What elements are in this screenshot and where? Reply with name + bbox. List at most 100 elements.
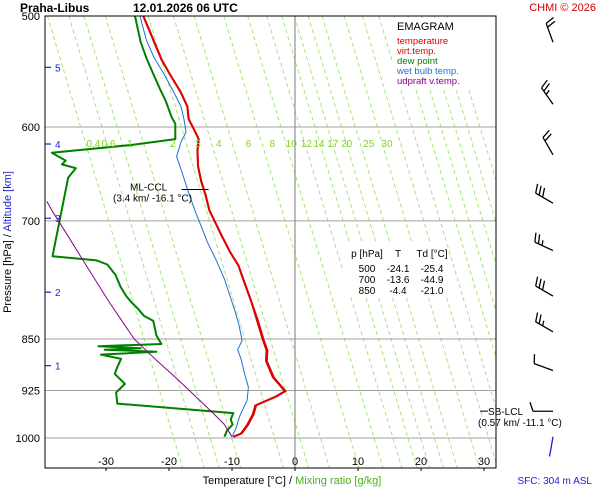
pressure-tick-label: 600 [22, 122, 40, 134]
wind-barb-feather [537, 234, 541, 244]
pressure-tick-label: 850 [22, 334, 40, 346]
legend-item: virt.temp. [397, 46, 436, 57]
wind-barb-half-feather [541, 320, 545, 326]
levels-table-cell: -25.4 [421, 264, 444, 275]
pressure-tick-label: 925 [22, 386, 40, 398]
wind-barb-feather [544, 133, 552, 142]
wind-barb-feather [542, 129, 550, 138]
wind-barb [535, 312, 554, 333]
wind-barb [529, 402, 553, 412]
plot-area [44, 15, 497, 469]
series-line-wet-bulb-temp- [139, 16, 249, 438]
levels-table-background [343, 244, 447, 296]
mixing-ratio-line [247, 16, 384, 468]
wind-barb [534, 232, 554, 252]
mixing-ratio-line [433, 16, 496, 224]
mixing-ratio-label: 10 [286, 139, 298, 150]
mixing-ratio-line [293, 16, 431, 468]
wind-barb-half-feather [541, 240, 544, 246]
wind-barb-half-feather [545, 89, 550, 95]
sb-lcl-detail: (0.57 km/ -11.1 °C) [478, 418, 562, 429]
station-title: Praha-Libus [20, 1, 90, 15]
pressure-tick-label: 500 [22, 11, 40, 23]
wind-barb [535, 183, 554, 204]
wind-barb-feather [535, 276, 539, 287]
wind-barb [535, 276, 554, 297]
mixing-ratio-line [172, 16, 310, 468]
levels-table-cell: -13.6 [387, 275, 410, 286]
sb-lcl-label: SB-LCL [488, 407, 523, 418]
mixing-ratio-labels: 0.4 0.6 1 2 3 4 6 8 10 12 14 17 20 25 30 [86, 139, 393, 150]
mixing-ratio-label: 25 [363, 139, 375, 150]
wind-barb-feather [541, 187, 546, 198]
wind-barb-staff [540, 87, 554, 105]
levels-table-cell: 500 [359, 264, 376, 275]
wind-barb [542, 129, 554, 156]
x-axis-label-secondary: Mixing ratio [g/kg] [295, 475, 381, 487]
legend-background [392, 18, 488, 90]
mixing-ratio-line [307, 16, 444, 468]
wind-barb-staff [534, 241, 554, 252]
mixing-ratio-line [393, 16, 496, 359]
y-axis-label-secondary: Altitude [km] [2, 171, 14, 232]
wind-barbs [529, 17, 556, 457]
legend-item: udpraft v.temp. [397, 76, 460, 87]
levels-table-cell: 700 [359, 275, 376, 286]
mixing-ratio-line [266, 16, 403, 468]
levels-table-header: Td [°C] [416, 249, 447, 260]
levels-table-cell: -21.0 [421, 286, 444, 297]
altitude-tick-label: 3 [55, 214, 61, 225]
mixing-ratio-line [193, 16, 330, 468]
mixing-ratio-label: 1 [127, 139, 133, 150]
mixing-ratio-line [83, 16, 220, 468]
wind-barb-feather [543, 83, 550, 92]
mixing-ratio-label: 6 [246, 139, 252, 150]
legend-item: dew point [397, 56, 438, 67]
wind-barb [533, 354, 554, 372]
wind-barb-staff [542, 137, 554, 156]
legend-item: temperature [397, 36, 448, 47]
mixing-ratio-label: 8 [270, 139, 276, 150]
wind-barb-feather [541, 280, 546, 291]
wind-barb-feather [538, 185, 542, 196]
mixing-ratio-line [68, 16, 205, 468]
temperature-tick-label: 10 [352, 456, 364, 468]
levels-table-cell: -4.4 [389, 286, 407, 297]
x-axis-label-group: Temperature [°C] / Mixing ratio [g/kg] [203, 475, 382, 487]
mixing-ratio-label: 30 [381, 139, 393, 150]
levels-table-cells: p [hPa] T Td [°C] 500 -24.1 -25.4 700 -13.6 -44.… [351, 249, 448, 297]
wind-barb [545, 17, 556, 43]
temperature-tick-label: -20 [161, 456, 177, 468]
mixing-ratio-line [281, 16, 418, 468]
svg-text:Temperature [°C] / Mixing ra: Temperature [°C] / Mixing ratio [g/kg] [203, 475, 382, 487]
x-axis-label: Temperature [°C] [203, 475, 286, 487]
legend-item: wet bulb temp. [396, 66, 459, 77]
altitude-tick-label: 2 [55, 288, 61, 299]
altitude-tick-label: 4 [55, 140, 61, 151]
wind-barb-feather [541, 79, 548, 89]
wind-barb-staff [548, 436, 554, 457]
mixing-ratio-line [321, 16, 458, 468]
temperature-tick-label: 0 [292, 456, 298, 468]
mixing-ratio-line [421, 16, 496, 267]
altitude-ticks: 5 4 3 2 1 [45, 63, 61, 373]
y-axis-label-group: Pressure [hPa] / Altitude [km] [2, 171, 14, 313]
levels-table-header: p [hPa] [351, 249, 383, 260]
mixing-ratio-line [104, 16, 242, 468]
pressure-tick-label: 700 [22, 216, 40, 228]
mixing-ratio-line [46, 16, 184, 468]
altitude-tick-label: 5 [55, 63, 61, 74]
mixing-ratio-line [147, 16, 284, 468]
pressure-tick-labels: 500 600 700 850 925 1000 [16, 11, 40, 445]
svg-text:Pressure [hPa] / Altitude [k: Pressure [hPa] / Altitude [km] [2, 171, 14, 313]
series-line-dew-point [50, 16, 235, 438]
mixing-ratio-label: 14 [313, 139, 325, 150]
mixing-ratio-label: 3 [195, 139, 201, 150]
temperature-tick-label: 20 [415, 456, 427, 468]
wind-barb [548, 436, 554, 457]
y-axis-separator: / [2, 232, 14, 241]
credit-text: CHMI © 2026 [529, 2, 596, 14]
ml-ccl-detail: (3.4 km/ -16.1 °C) [113, 193, 192, 204]
